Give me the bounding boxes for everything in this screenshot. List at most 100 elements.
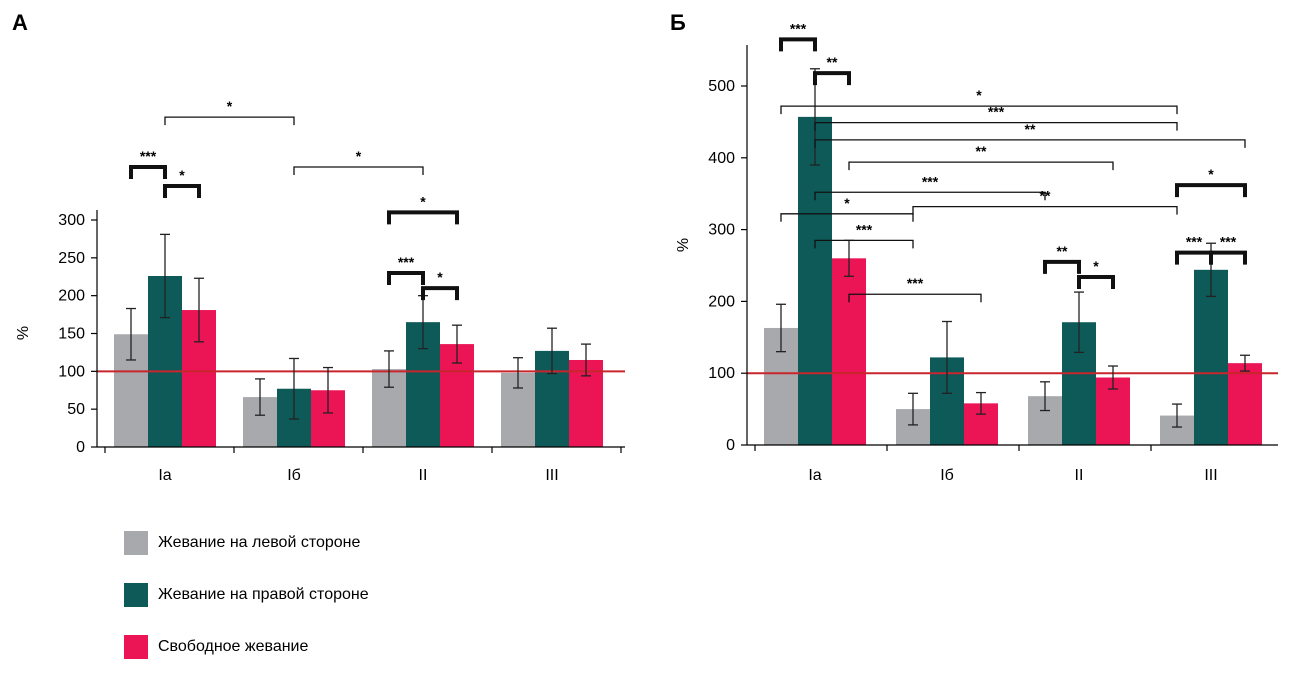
panel-b-ytick-label-200: 200 bbox=[708, 293, 735, 310]
significance-bracket bbox=[814, 139, 1246, 148]
significance-label: * bbox=[179, 167, 185, 183]
panel-a-errorbar-left-0 bbox=[126, 307, 136, 361]
significance-label: * bbox=[1208, 166, 1214, 182]
significance-label: * bbox=[976, 87, 982, 103]
panel-b-ytick-label-100: 100 bbox=[708, 365, 735, 382]
significance-label: *** bbox=[398, 254, 415, 270]
panel-b-errorbar-free-3 bbox=[1240, 354, 1250, 372]
legend: Жевание на левой стороне Жевание на прав… bbox=[124, 530, 369, 686]
panel-a-category-label-3: III bbox=[545, 467, 558, 484]
significance-bracket bbox=[814, 239, 914, 249]
panel-b-letter: Б bbox=[670, 10, 686, 35]
significance-bracket bbox=[164, 116, 295, 126]
panel-b-category-label-1: Iб bbox=[940, 467, 954, 484]
significance-label: ** bbox=[1025, 121, 1036, 137]
significance-label: * bbox=[1093, 258, 1099, 274]
panel-b-errorbar-left-1 bbox=[908, 392, 918, 426]
panel-b-ytick-label-500: 500 bbox=[708, 78, 735, 95]
legend-label-right: Жевание на правой стороне bbox=[158, 586, 369, 603]
legend-label-free: Свободное жевание bbox=[158, 638, 309, 655]
panel-b-significance-4: ** bbox=[814, 121, 1246, 148]
panel-b-bar-free-3 bbox=[1228, 363, 1262, 445]
panel-b-ytick-label-300: 300 bbox=[708, 222, 735, 239]
significance-label: *** bbox=[856, 221, 873, 237]
panel-a-significance-5: *** bbox=[387, 254, 425, 285]
legend-label-left: Жевание на левой стороне bbox=[158, 534, 361, 551]
panel-b-significance-13: * bbox=[1175, 166, 1247, 198]
panel-a-errorbar-left-1 bbox=[255, 378, 265, 416]
panel-b-errorbar-left-2 bbox=[1040, 381, 1050, 412]
significance-label: * bbox=[844, 195, 850, 211]
panel-b-ytick-label-0: 0 bbox=[726, 437, 735, 454]
significance-label: ** bbox=[827, 54, 838, 70]
significance-bracket bbox=[1043, 259, 1081, 274]
panel-b-significance-15: *** bbox=[1209, 234, 1247, 265]
panel-a-ytick-label-0: 0 bbox=[76, 439, 85, 456]
significance-label: ** bbox=[1057, 243, 1068, 259]
panel-b-significance-14: *** bbox=[1175, 234, 1213, 265]
panel-a-errorbar-right-0 bbox=[160, 233, 170, 319]
significance-bracket bbox=[1077, 274, 1115, 289]
significance-label: *** bbox=[988, 104, 1005, 120]
significance-label: * bbox=[227, 98, 233, 114]
panel-a-errorbar-free-3 bbox=[581, 343, 591, 377]
panel-a-category-label-1: Iб bbox=[287, 467, 301, 484]
panel-a-significance-0: *** bbox=[129, 148, 167, 180]
panel-b-significance-7: * bbox=[780, 195, 914, 222]
significance-bracket bbox=[129, 165, 167, 180]
significance-bracket bbox=[293, 166, 424, 176]
legend-swatch-right bbox=[124, 583, 148, 607]
significance-bracket bbox=[912, 205, 1178, 215]
panel-a-errorbar-free-0 bbox=[194, 277, 204, 343]
panel-a-category-label-2: II bbox=[419, 467, 428, 484]
significance-label: ** bbox=[976, 143, 987, 159]
panel-b-significance-12: * bbox=[1077, 258, 1115, 289]
panel-b-significance-9: *** bbox=[814, 221, 914, 249]
panel-a-ytick-label-100: 100 bbox=[58, 363, 85, 380]
significance-label: *** bbox=[1220, 234, 1237, 250]
significance-label: * bbox=[356, 148, 362, 164]
panel-b-significance-5: ** bbox=[848, 143, 1114, 171]
panel-a-significance-2: * bbox=[164, 98, 295, 126]
significance-bracket bbox=[1175, 250, 1213, 265]
panel-b-category-label-3: III bbox=[1204, 467, 1217, 484]
panel-b-significance-2: * bbox=[780, 87, 1178, 115]
panel-a-category-label-0: Iа bbox=[158, 467, 171, 484]
panel-b-significance-11: ** bbox=[1043, 243, 1081, 274]
significance-label: ** bbox=[1040, 188, 1051, 204]
panel-a-significance-1: * bbox=[163, 167, 201, 198]
significance-bracket bbox=[780, 105, 1178, 115]
panel-a-significance-4: * bbox=[387, 193, 459, 225]
significance-bracket bbox=[421, 286, 459, 301]
panel-b-bar-right-0 bbox=[798, 116, 832, 446]
significance-bracket bbox=[814, 191, 1046, 201]
legend-item-right: Жевание на правой стороне bbox=[124, 582, 369, 608]
panel-b-ytick-label-400: 400 bbox=[708, 150, 735, 167]
panel-b-significance-10: *** bbox=[848, 275, 982, 303]
significance-bracket bbox=[779, 37, 817, 52]
panel-a-errorbar-right-3 bbox=[547, 327, 557, 375]
significance-bracket bbox=[387, 210, 459, 225]
significance-bracket bbox=[1175, 183, 1247, 198]
significance-label: * bbox=[437, 269, 443, 285]
significance-label: * bbox=[420, 193, 426, 209]
significance-bracket bbox=[387, 270, 425, 285]
significance-label: *** bbox=[1186, 234, 1203, 250]
significance-bracket bbox=[163, 183, 201, 198]
significance-bracket bbox=[848, 293, 982, 303]
panel-a-ytick-label-150: 150 bbox=[58, 326, 85, 343]
panel-b-significance-1: ** bbox=[813, 54, 851, 86]
legend-swatch-left bbox=[124, 531, 148, 555]
panel-b-errorbar-right-1 bbox=[942, 320, 952, 394]
panel-b-errorbar-free-2 bbox=[1108, 365, 1118, 390]
panel-a-ytick-label-50: 50 bbox=[67, 401, 85, 418]
significance-bracket bbox=[1209, 250, 1247, 265]
panel-a-errorbar-left-3 bbox=[513, 357, 523, 389]
panel-b-y-axis-label: % bbox=[675, 238, 692, 252]
panel-a-significance-6: * bbox=[421, 269, 459, 301]
panel-a-errorbar-free-1 bbox=[323, 366, 333, 414]
significance-bracket bbox=[848, 161, 1114, 171]
